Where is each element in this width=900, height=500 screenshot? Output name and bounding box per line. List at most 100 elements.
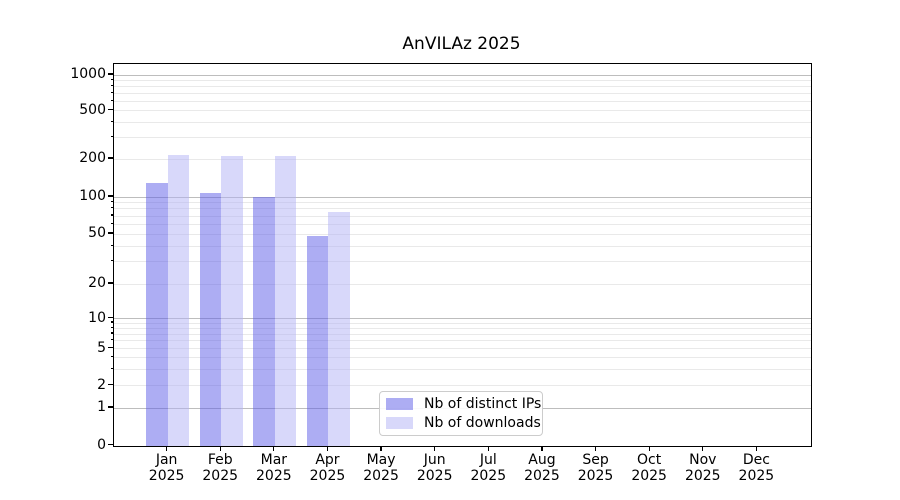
- gridline: [114, 215, 811, 217]
- bar-downloads: [274, 156, 297, 446]
- gridline: [114, 74, 811, 76]
- y-minor-tick: [110, 207, 113, 209]
- y-tick-label: 1: [97, 399, 106, 415]
- x-tick-label: Apr 2025: [309, 452, 346, 484]
- x-tick: [755, 446, 757, 451]
- x-tick-label: Oct 2025: [631, 452, 667, 484]
- y-minor-tick: [110, 84, 113, 87]
- gridline: [114, 223, 811, 225]
- x-tick-label: Jan 2025: [148, 452, 185, 484]
- y-tick: [108, 406, 113, 408]
- gridline: [114, 79, 811, 81]
- gridline: [114, 318, 811, 319]
- y-minor-tick: [110, 99, 113, 101]
- x-tick: [434, 446, 436, 451]
- gridline: [114, 327, 811, 329]
- y-tick: [108, 157, 113, 159]
- gridline: [114, 137, 811, 139]
- x-tick-label: Nov 2025: [684, 452, 721, 484]
- y-minor-tick: [110, 321, 113, 323]
- y-tick: [108, 443, 113, 446]
- x-tick: [166, 446, 168, 451]
- x-tick: [219, 446, 221, 451]
- legend-label-downloads: Nb of downloads: [424, 415, 541, 432]
- legend-swatch-downloads: [386, 417, 413, 430]
- bar-distinct-ips: [306, 236, 329, 446]
- x-tick: [273, 446, 275, 451]
- legend-item-downloads: Nb of downloads: [386, 414, 541, 434]
- x-tick-label: Jun 2025: [416, 452, 453, 484]
- legend-swatch-distinct-ips: [386, 397, 413, 410]
- gridline: [114, 357, 811, 359]
- bar-distinct-ips: [146, 183, 168, 446]
- legend: Nb of distinct IPs Nb of downloads: [379, 391, 543, 436]
- y-minor-tick: [110, 78, 113, 80]
- x-tick-label: Mar 2025: [256, 452, 292, 484]
- y-tick-label: 1000: [70, 66, 106, 82]
- y-minor-tick: [110, 120, 113, 122]
- gridline: [114, 340, 811, 342]
- bar-downloads: [167, 155, 190, 446]
- gridline: [114, 208, 811, 210]
- x-tick-label: May 2025: [363, 452, 399, 484]
- gridline: [114, 158, 811, 160]
- bar-distinct-ips: [253, 197, 275, 446]
- y-minor-tick: [110, 260, 113, 262]
- y-tick-label: 20: [88, 275, 106, 291]
- y-minor-tick: [110, 367, 113, 369]
- gridline: [114, 121, 811, 123]
- y-minor-tick: [110, 356, 113, 358]
- x-tick-label: Aug 2025: [524, 452, 560, 484]
- y-tick: [108, 282, 113, 284]
- gridline: [114, 261, 811, 263]
- gridline: [114, 385, 811, 386]
- y-tick-label: 0: [97, 436, 106, 453]
- x-tick: [702, 446, 704, 451]
- y-tick-label: 50: [88, 225, 106, 241]
- chart-title: AnVILAz 2025: [402, 34, 521, 54]
- x-tick-label: Jul 2025: [470, 452, 507, 484]
- x-tick: [594, 446, 597, 451]
- x-tick: [541, 446, 543, 451]
- gridline: [114, 245, 811, 247]
- gridline: [114, 283, 811, 285]
- gridline: [114, 333, 811, 335]
- y-minor-tick: [110, 222, 113, 224]
- x-tick: [326, 446, 329, 451]
- y-tick: [108, 383, 113, 386]
- gridline: [114, 202, 811, 204]
- gridline: [114, 196, 811, 198]
- y-minor-tick: [110, 244, 113, 246]
- y-minor-tick: [110, 214, 113, 216]
- gridline: [114, 322, 811, 324]
- x-tick-label: Sep 2025: [577, 452, 614, 484]
- x-tick-label: Dec 2025: [738, 452, 775, 484]
- gridline: [114, 100, 811, 102]
- y-tick: [108, 232, 113, 234]
- y-tick: [108, 108, 113, 111]
- y-tick-label: 10: [88, 309, 106, 326]
- y-minor-tick: [110, 326, 113, 328]
- y-tick-label: 5: [97, 339, 106, 356]
- y-minor-tick: [110, 135, 113, 138]
- x-tick: [648, 446, 650, 451]
- bar-downloads: [221, 155, 243, 446]
- x-tick: [487, 446, 489, 451]
- x-tick-label: Feb 2025: [202, 452, 239, 484]
- bar-distinct-ips: [199, 193, 222, 446]
- y-tick: [108, 73, 113, 75]
- y-tick-label: 500: [79, 101, 106, 118]
- y-tick: [108, 195, 113, 197]
- legend-item-distinct-ips: Nb of distinct IPs: [386, 394, 541, 414]
- y-tick: [108, 347, 113, 349]
- plot-area: [113, 63, 812, 447]
- y-minor-tick: [110, 339, 113, 341]
- gridline: [114, 233, 811, 235]
- gridline: [114, 92, 811, 94]
- y-minor-tick: [110, 91, 113, 93]
- gridline: [114, 368, 811, 370]
- gridline: [114, 348, 811, 350]
- y-tick: [108, 316, 113, 319]
- legend-label-distinct-ips: Nb of distinct IPs: [424, 395, 542, 412]
